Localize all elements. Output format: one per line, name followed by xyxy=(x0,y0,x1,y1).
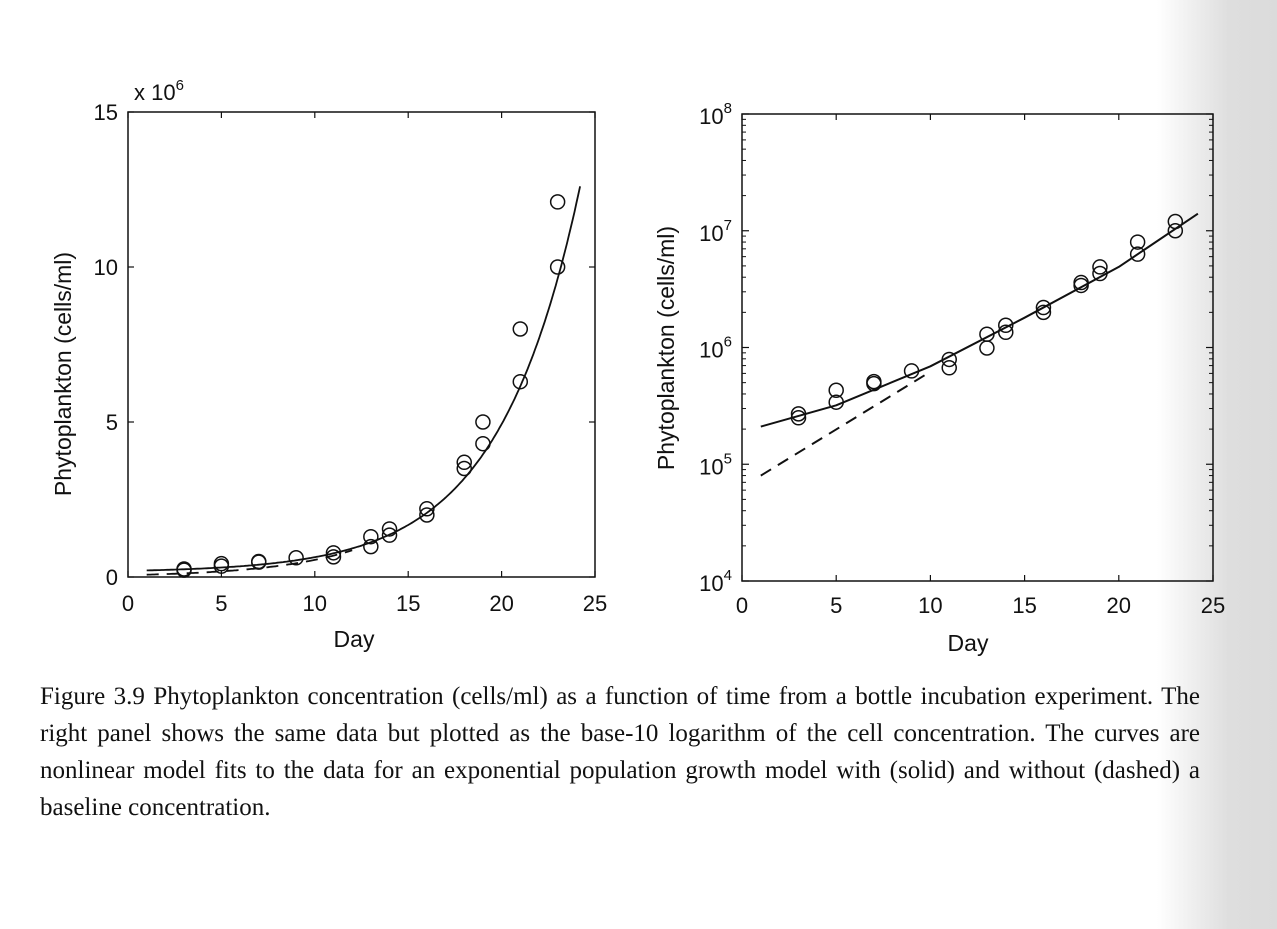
left-plot-frame xyxy=(127,111,596,578)
left-x-tick-label: 5 xyxy=(215,591,227,616)
right-data-point xyxy=(998,317,1014,334)
right-data-point xyxy=(941,351,957,368)
left-ticks: 0 5 10 15 20 25 0 5 10 15 xyxy=(94,100,608,616)
right-data-point xyxy=(998,324,1014,341)
right-data-point xyxy=(979,340,995,356)
right-fit-curves xyxy=(760,212,1199,477)
right-data-point xyxy=(1167,223,1184,239)
right-x-tick-label: 20 xyxy=(1107,593,1131,618)
figure-charts: 0 5 10 15 20 25 0 5 10 15 x 106 Day Phytoplankton… xyxy=(50,77,1225,656)
right-y-axis-label: Phytoplankton (cells/ml) xyxy=(653,226,679,470)
left-data-point xyxy=(456,454,472,471)
right-plot-frame xyxy=(741,113,1214,582)
left-data-point xyxy=(512,321,529,337)
right-data-point xyxy=(1092,265,1108,282)
right-data-point xyxy=(1035,304,1052,321)
left-data-point xyxy=(251,553,267,570)
left-x-tick-label: 0 xyxy=(122,591,134,616)
right-x-tick-label: 0 xyxy=(736,593,748,618)
left-data-points xyxy=(176,194,566,578)
right-x-tick-label: 25 xyxy=(1201,593,1225,618)
right-x-tick-label: 10 xyxy=(918,593,942,618)
left-data-point xyxy=(419,507,435,523)
right-data-points xyxy=(790,213,1184,426)
left-data-point xyxy=(288,550,304,566)
right-data-point xyxy=(828,382,844,399)
right-data-point xyxy=(903,363,920,379)
left-y-tick-label: 10 xyxy=(94,255,118,280)
left-data-point xyxy=(475,435,491,452)
right-data-point xyxy=(790,406,807,422)
right-data-point xyxy=(941,360,957,376)
left-x-tick-label: 15 xyxy=(396,591,420,616)
left-y-tick-label: 0 xyxy=(106,565,118,590)
left-panel: 0 5 10 15 20 25 0 5 10 15 x 106 Day Phytoplankton… xyxy=(50,77,607,652)
right-data-point xyxy=(828,394,844,410)
left-data-point xyxy=(381,521,398,537)
left-data-point xyxy=(381,527,398,543)
right-y-tick-label: 104 xyxy=(699,567,732,596)
left-data-point xyxy=(213,555,230,572)
left-data-point xyxy=(325,545,342,561)
right-data-point xyxy=(979,326,995,342)
right-data-point xyxy=(790,410,807,426)
left-fit-dashed xyxy=(146,549,353,576)
left-x-tick-label: 20 xyxy=(489,591,513,616)
right-data-point xyxy=(1167,213,1184,230)
right-data-point xyxy=(866,373,882,390)
right-y-tick-label: 107 xyxy=(699,217,732,246)
left-x-tick-label: 25 xyxy=(583,591,607,616)
right-y-tick-label: 105 xyxy=(699,450,732,479)
right-panel: 0 5 10 15 20 25 104 105 106 107 108 Day Phytoplank… xyxy=(653,100,1225,656)
left-x-axis-label: Day xyxy=(334,626,375,652)
left-data-point xyxy=(176,561,192,577)
left-data-point xyxy=(363,528,379,545)
left-data-point xyxy=(549,194,566,210)
left-fit-solid xyxy=(146,186,581,572)
right-data-point xyxy=(1073,274,1089,291)
left-y-tick-label: 5 xyxy=(106,410,118,435)
left-x-tick-label: 10 xyxy=(303,591,327,616)
left-data-point xyxy=(456,460,472,477)
left-y-multiplier: x 106 xyxy=(134,77,184,105)
left-data-point xyxy=(419,501,435,517)
right-data-point xyxy=(1129,246,1146,262)
page-edge-shadow xyxy=(1157,0,1277,929)
right-x-tick-label: 15 xyxy=(1012,593,1036,618)
left-data-point xyxy=(325,549,342,565)
left-fit-curves xyxy=(146,186,581,576)
figure-caption: Figure 3.9 Phytoplankton concentration (… xyxy=(40,683,1200,821)
right-y-tick-label: 108 xyxy=(699,100,732,129)
right-x-tick-label: 5 xyxy=(830,593,842,618)
right-data-point xyxy=(1035,299,1052,316)
left-y-tick-label: 15 xyxy=(94,100,118,125)
left-data-point xyxy=(363,538,379,555)
left-y-axis-label: Phytoplankton (cells/ml) xyxy=(50,252,76,496)
right-x-axis-label: Day xyxy=(948,630,989,656)
right-ticks: 0 5 10 15 20 25 104 105 106 107 108 xyxy=(699,100,1225,618)
left-data-point xyxy=(475,414,491,430)
right-data-point xyxy=(1092,259,1108,275)
right-y-tick-label: 106 xyxy=(699,334,732,363)
left-data-point xyxy=(512,373,529,390)
right-data-point xyxy=(1129,234,1146,250)
left-data-point xyxy=(549,259,566,275)
right-fit-dashed xyxy=(760,370,931,477)
